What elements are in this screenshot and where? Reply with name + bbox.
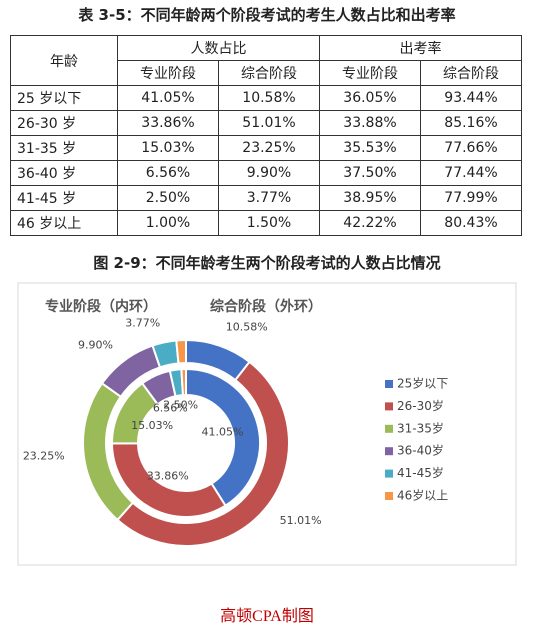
legend-swatch [385,492,393,500]
footer: 高顿CPA制图 [220,608,314,625]
header-cell: 出考率 [319,35,522,61]
data-label: 15.03% [131,419,173,432]
table-cell: 80.43% [420,210,522,236]
data-label: 9.90% [78,338,113,351]
chart-frame [17,282,517,566]
table-cell: 9.90% [218,160,320,186]
table-cell: 33.88% [319,110,421,136]
donut-segment [175,338,187,365]
figure-caption: 图 2-9：不同年龄考生两个阶段考试的人数占比情况 [93,254,441,272]
legend-swatch [385,402,393,411]
table-cell: 77.99% [420,185,522,211]
series-title: 综合阶段（外环） [210,298,322,315]
table-cell: 25 岁以下 [10,85,118,111]
table-cell: 2.50% [117,185,219,211]
table-cell: 1.00% [117,210,219,236]
table-cell: 38.95% [319,185,421,211]
legend-label: 36-40岁 [397,443,444,458]
data-label: 33.86% [147,469,189,482]
legend-swatch [385,380,393,388]
table-cell: 93.44% [420,85,522,111]
table-cell: 85.16% [420,110,522,136]
legend-label: 26-30岁 [397,398,444,413]
table-cell: 15.03% [117,135,219,161]
table-cell: 33.86% [117,110,219,136]
data-table: 年龄 人数占比 出考率 专业阶段 综合阶段 专业阶段 综合阶段 25 岁以下 41.05… [10,35,522,236]
legend-label: 25岁以下 [397,376,448,391]
donut-segment [180,367,187,397]
table-row: 41-45 岁 2.50% 3.77% 38.95% 77.99% [10,185,522,211]
table-row: 36-40 岁 6.56% 9.90% 37.50% 77.44% [10,160,522,186]
table-cell: 46 岁以上 [10,210,118,236]
data-label: 3.77% [125,317,160,330]
table-cell: 23.25% [218,135,320,161]
data-label: 41.05% [202,425,244,438]
data-label: 51.01% [280,514,322,527]
data-label: 6.56% [153,401,188,414]
legend-label: 41-45岁 [397,465,444,480]
legend-swatch [385,447,393,456]
table-row: 46 岁以上 1.00% 1.50% 42.22% 80.43% [10,210,522,236]
header-cell: 人数占比 [117,35,320,61]
table-cell: 10.58% [218,85,320,111]
header-cell: 综合阶段 [420,60,522,86]
donut-segment [116,360,290,547]
table-cell: 36.05% [319,85,421,111]
data-label: 2.50% [163,398,198,411]
header-cell: 专业阶段 [117,60,219,86]
legend-swatch [385,424,393,433]
series-title: 专业阶段（内环） [45,298,157,315]
donut-segment [185,367,261,507]
legend-swatch [385,469,393,478]
data-label: 23.25% [23,450,65,463]
table-cell: 1.50% [218,210,320,236]
legend-label: 46岁以上 [397,488,448,503]
table-title: 表 3-5：不同年龄两个阶段考试的考生人数占比和出考率 [78,6,456,24]
table-cell: 42.22% [319,210,421,236]
header-cell: 年龄 [10,35,118,86]
table-row: 31-35 岁 15.03% 23.25% 35.53% 77.66% [10,135,522,161]
table-cell: 77.66% [420,135,522,161]
legend-label: 31-35岁 [397,420,444,435]
data-label: 10.58% [226,321,268,334]
